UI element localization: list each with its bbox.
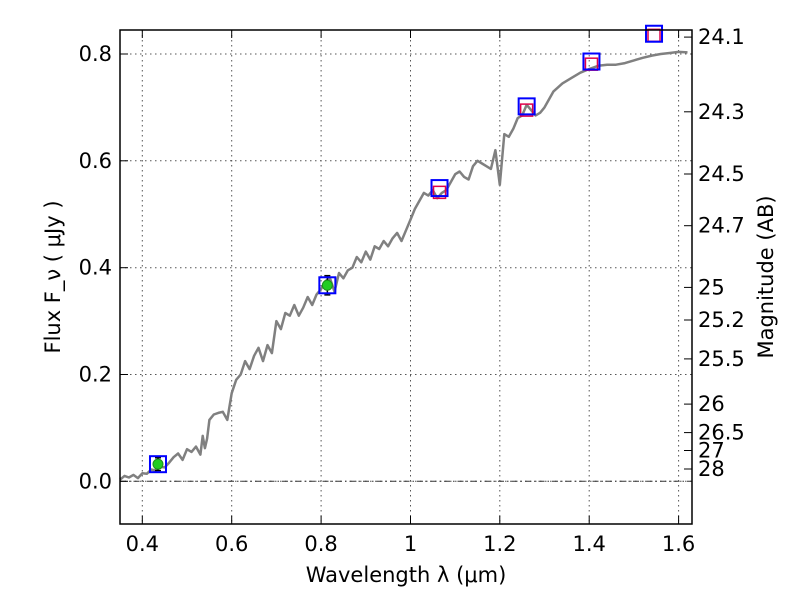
magnitude-tick-label: 27 [698,439,725,463]
magnitude-tick-label: 26.5 [698,421,745,445]
plot-frame [119,29,693,525]
model-spectrum-line [119,50,688,481]
model-photometry-point [432,185,447,200]
y-tick-label: 0.0 [79,469,112,493]
magnitude-tick-label: 24.1 [698,25,745,49]
photometry-point [517,97,536,116]
x-tick-label: 1 [404,532,417,556]
magnitude-tick-label: 24.5 [698,162,745,186]
x-axis-label: Wavelength λ (μm) [306,563,507,587]
grid-lines [120,30,692,524]
y-tick-label: 0.8 [79,42,112,66]
photometry-point [318,276,337,295]
y-tick-label: 0.4 [79,256,112,280]
axis-ticks: 0.4 0.6 0.8 1 1.2 1.4 1.6 0.0 0.2 0.4 0.6 0.8 24.1 24… [79,25,745,556]
x-tick-label: 1.4 [572,532,605,556]
photometry-point [582,52,601,71]
x-tick-label: 0.6 [215,532,248,556]
model-photometry-point [647,28,661,43]
x-tick-label: 1.6 [662,532,695,556]
x-tick-label: 1.2 [483,532,516,556]
magnitude-tick-label: 26 [698,392,725,416]
x-tick-label: 0.4 [126,532,159,556]
magnitude-tick-label: 24.3 [698,100,745,124]
photometry-point [430,179,449,198]
photometry-point [645,24,664,43]
y-tick-label: 0.6 [79,149,112,173]
x-tick-label: 0.8 [304,532,337,556]
y-tick-label: 0.2 [79,363,112,387]
y-axis-label: Flux F_ν ( μJy ) [41,200,66,353]
magnitude-tick-label: 28 [698,457,725,481]
model-photometry-point [519,103,534,117]
magnitude-tick-label: 25 [698,275,725,299]
magnitude-tick-label: 24.7 [698,214,745,238]
magnitude-tick-label: 25.5 [698,347,745,371]
photometry-point [148,455,167,474]
right-axis-label: Magnitude (AB) [754,195,778,358]
magnitude-tick-label: 25.2 [698,308,745,332]
photometry-markers [148,24,664,474]
detection-point [152,458,164,470]
detection-point [321,279,333,291]
